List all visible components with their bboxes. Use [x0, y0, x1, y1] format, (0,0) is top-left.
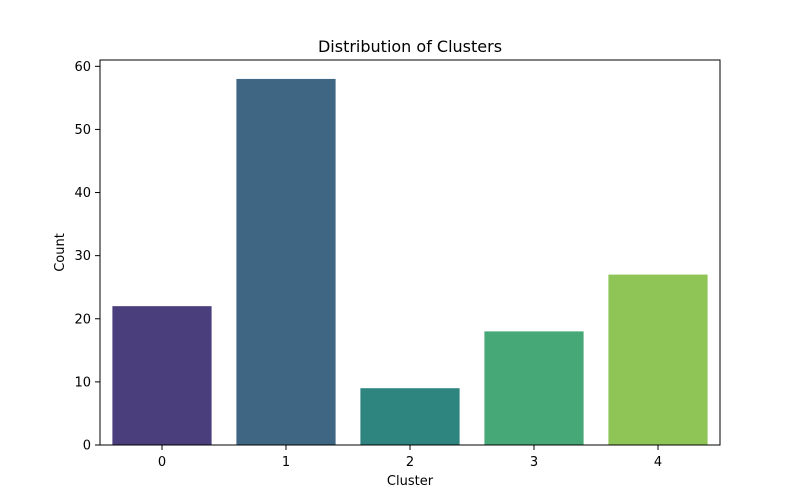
y-axis: 0 10 20 30 40 50 60 [74, 60, 100, 454]
y-tick-label: 20 [74, 312, 91, 327]
x-tick-label: 3 [530, 455, 538, 470]
x-axis: 0 1 2 3 4 [158, 445, 662, 470]
y-tick-label: 0 [83, 439, 91, 454]
bar-cluster-1 [236, 78, 336, 446]
y-tick-label: 40 [74, 186, 91, 201]
chart-title: Distribution of Clusters [318, 37, 502, 56]
y-tick-label: 10 [74, 375, 91, 390]
x-axis-label: Cluster [387, 474, 434, 489]
x-tick-label: 0 [158, 455, 166, 470]
y-tick-label: 50 [74, 123, 91, 138]
y-tick-label: 30 [74, 249, 91, 264]
bar-cluster-4 [608, 274, 708, 445]
y-axis-label: Count [53, 233, 68, 272]
x-tick-label: 1 [282, 455, 290, 470]
x-tick-label: 2 [406, 455, 414, 470]
y-tick-label: 60 [74, 60, 91, 75]
bars-layer [112, 78, 708, 446]
bar-cluster-0 [112, 306, 212, 445]
x-tick-label: 4 [654, 455, 662, 470]
bar-cluster-2 [360, 388, 460, 445]
bar-cluster-3 [484, 331, 584, 445]
